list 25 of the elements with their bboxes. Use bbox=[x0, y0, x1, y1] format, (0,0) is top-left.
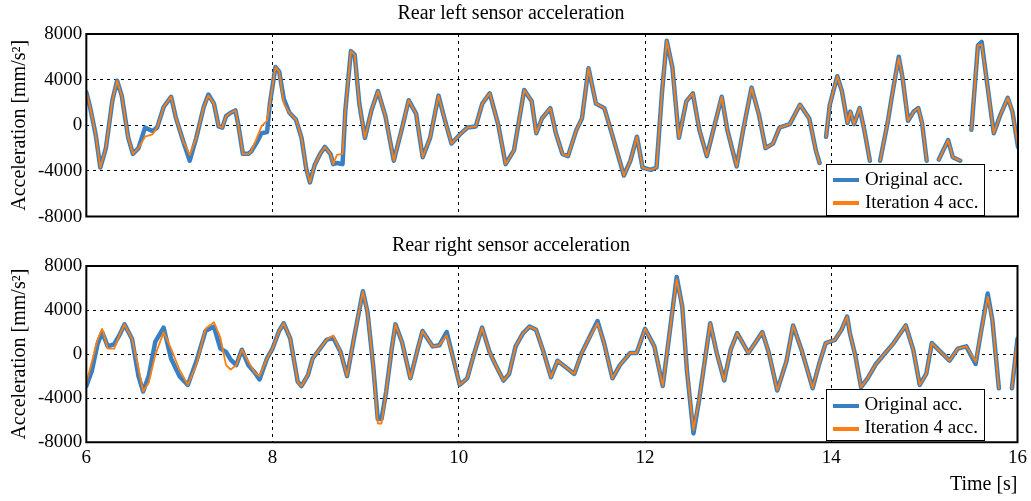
x-tick-label: 6 bbox=[81, 445, 92, 467]
y-tick-label: 4000 bbox=[44, 67, 83, 89]
y-axis-title: Acceleration [mm/s²] bbox=[7, 268, 30, 440]
x-tick-label: 8 bbox=[267, 445, 278, 467]
legend-label: Original acc. bbox=[864, 393, 963, 415]
legend-label: Iteration 4 acc. bbox=[864, 416, 978, 438]
y-tick-label: -8000 bbox=[38, 204, 83, 226]
x-tick-label: 12 bbox=[635, 445, 655, 467]
y-tick-label: 8000 bbox=[44, 253, 83, 275]
y-axis-title: Acceleration [mm/s²] bbox=[7, 39, 30, 211]
chart-title: Rear left sensor acceleration bbox=[397, 1, 625, 24]
y-tick-label: 0 bbox=[72, 342, 83, 364]
y-tick-label: -4000 bbox=[38, 158, 83, 180]
y-tick-label: -8000 bbox=[38, 430, 83, 452]
y-tick-label: 4000 bbox=[44, 298, 83, 320]
y-tick-label: -4000 bbox=[38, 386, 83, 408]
legend-label: Original acc. bbox=[865, 167, 964, 189]
x-axis-title: Time [s] bbox=[949, 472, 1018, 495]
y-tick-label: 0 bbox=[72, 113, 83, 135]
y-tick-label: 8000 bbox=[44, 21, 83, 43]
x-tick-label: 16 bbox=[1008, 445, 1027, 467]
legend-label: Iteration 4 acc. bbox=[865, 190, 979, 212]
x-tick-label: 14 bbox=[821, 445, 842, 467]
x-tick-label: 10 bbox=[449, 445, 469, 467]
chart-title: Rear right sensor acceleration bbox=[391, 233, 631, 257]
